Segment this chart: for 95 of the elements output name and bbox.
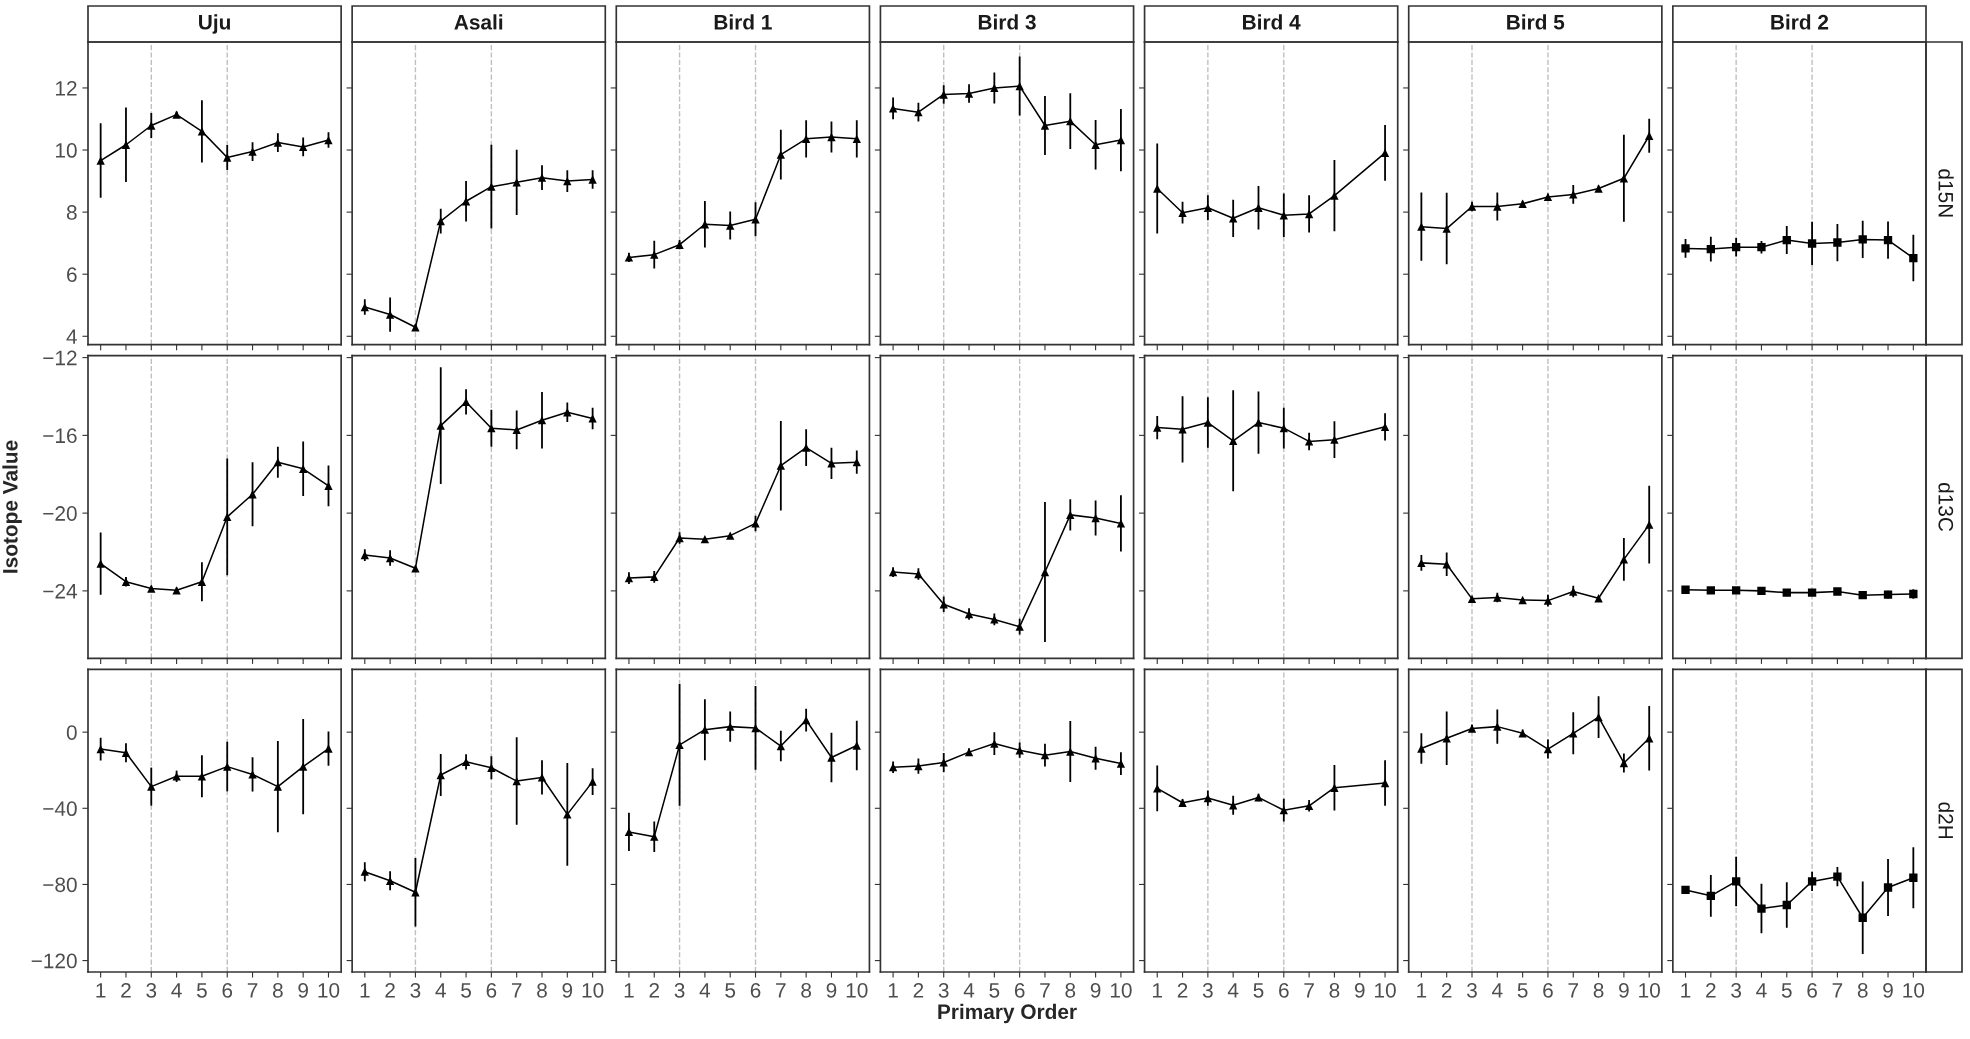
x-tick-label: 6 bbox=[1279, 982, 1289, 998]
x-tick-label: 1 bbox=[624, 983, 634, 998]
x-tick-label: 9 bbox=[562, 982, 573, 998]
x-tick-label: 3 bbox=[1467, 982, 1477, 998]
x-tick-label: 7 bbox=[247, 983, 258, 998]
chart-title: Bird 1 bbox=[714, 14, 772, 30]
x-tick-label: 2 bbox=[913, 982, 924, 998]
x-tick-label: 7 bbox=[1304, 983, 1314, 998]
x-tick-label: 4 bbox=[435, 983, 446, 998]
y2-axis-title: d15N bbox=[1938, 169, 1954, 217]
x-tick-label: 5 bbox=[461, 983, 471, 998]
x-tick-label: 7 bbox=[1832, 983, 1843, 998]
x-tick-label: 9 bbox=[1354, 982, 1365, 998]
chart-title: Bird 4 bbox=[1243, 14, 1301, 30]
chart-title: Bird 5 bbox=[1507, 14, 1565, 30]
y-tick-label: 12 bbox=[56, 80, 77, 96]
y-tick-label: 4 bbox=[66, 329, 77, 344]
x-tick-label: 7 bbox=[1040, 983, 1050, 998]
x-tick-label: 9 bbox=[826, 982, 837, 998]
x-tick-label: 5 bbox=[196, 983, 207, 998]
x-tick-label: 2 bbox=[1177, 982, 1188, 998]
x-tick-label: 4 bbox=[171, 983, 182, 998]
y-tick-label: 8 bbox=[66, 205, 77, 220]
y-tick-label: −120 bbox=[31, 953, 77, 969]
x-tick-label: 9 bbox=[1090, 982, 1101, 998]
x-tick-label: 10 bbox=[1110, 982, 1132, 998]
x-axis-title: Primary Order bbox=[938, 1003, 1077, 1024]
x-tick-label: 3 bbox=[1731, 982, 1742, 998]
chart-title: Asali bbox=[454, 14, 503, 30]
x-tick-label: 6 bbox=[1807, 982, 1817, 998]
x-tick-label: 8 bbox=[537, 982, 547, 998]
chart-title: Bird 2 bbox=[1771, 14, 1829, 30]
x-tick-label: 8 bbox=[801, 982, 812, 998]
x-tick-label: 4 bbox=[1756, 983, 1767, 998]
y-tick-label: 0 bbox=[66, 725, 77, 740]
x-tick-label: 5 bbox=[1517, 983, 1528, 998]
x-tick-label: 2 bbox=[385, 982, 395, 998]
x-tick-label: 6 bbox=[222, 982, 233, 998]
chart-title: Bird 3 bbox=[978, 14, 1036, 30]
x-tick-label: 10 bbox=[846, 982, 868, 998]
x-tick-label: 5 bbox=[989, 983, 1000, 998]
x-tick-label: 4 bbox=[699, 983, 711, 998]
y2-axis-title: d2H bbox=[1938, 802, 1954, 839]
y-tick-label: −24 bbox=[43, 583, 77, 599]
x-tick-label: 8 bbox=[272, 982, 283, 998]
y-tick-label: −40 bbox=[43, 801, 77, 817]
x-tick-label: 2 bbox=[649, 982, 659, 998]
x-tick-label: 3 bbox=[938, 982, 949, 998]
x-tick-label: 7 bbox=[1568, 983, 1578, 998]
x-tick-label: 6 bbox=[1543, 982, 1553, 998]
x-tick-label: 5 bbox=[1253, 983, 1264, 998]
x-tick-label: 7 bbox=[511, 983, 522, 998]
x-tick-label: 1 bbox=[360, 983, 370, 998]
x-tick-label: 5 bbox=[1781, 983, 1792, 998]
y2-axis-title: d13C bbox=[1938, 482, 1954, 532]
x-tick-label: 1 bbox=[1153, 983, 1163, 998]
x-tick-label: 1 bbox=[96, 983, 106, 998]
y-tick-label: −16 bbox=[43, 428, 77, 444]
x-tick-label: 4 bbox=[1227, 983, 1239, 998]
x-tick-label: 9 bbox=[1883, 982, 1893, 998]
x-tick-label: 7 bbox=[776, 983, 786, 998]
x-tick-label: 8 bbox=[1593, 982, 1604, 998]
y-tick-label: 10 bbox=[56, 143, 77, 158]
y-tick-label: −80 bbox=[43, 877, 77, 893]
x-tick-label: 8 bbox=[1329, 982, 1340, 998]
x-tick-label: 3 bbox=[674, 982, 685, 998]
x-tick-label: 1 bbox=[1681, 983, 1691, 998]
x-tick-label: 6 bbox=[486, 982, 497, 998]
x-tick-label: 9 bbox=[298, 982, 308, 998]
x-tick-label: 3 bbox=[1202, 982, 1213, 998]
chart-title: Uju bbox=[199, 14, 230, 34]
x-tick-label: 9 bbox=[1619, 982, 1629, 998]
x-tick-label: 2 bbox=[1441, 982, 1452, 998]
x-tick-label: 10 bbox=[318, 982, 340, 998]
x-tick-label: 8 bbox=[1857, 982, 1868, 998]
x-tick-label: 6 bbox=[1014, 982, 1025, 998]
x-tick-label: 4 bbox=[1492, 983, 1503, 998]
y-tick-label: −12 bbox=[43, 350, 77, 366]
y-tick-label: −20 bbox=[43, 506, 77, 521]
x-tick-label: 6 bbox=[750, 982, 761, 998]
x-tick-label: 8 bbox=[1065, 982, 1076, 998]
x-tick-label: 10 bbox=[582, 982, 604, 998]
y-tick-label: 6 bbox=[67, 267, 77, 282]
x-tick-label: 1 bbox=[1417, 983, 1427, 998]
y-axis-title: Isotope Value bbox=[2, 440, 22, 573]
x-tick-label: 3 bbox=[410, 982, 421, 998]
x-tick-label: 10 bbox=[1903, 982, 1925, 998]
x-tick-label: 2 bbox=[1706, 982, 1716, 998]
x-tick-label: 4 bbox=[963, 983, 975, 998]
x-tick-label: 10 bbox=[1639, 982, 1660, 998]
x-tick-label: 3 bbox=[146, 982, 157, 998]
x-tick-label: 5 bbox=[725, 983, 736, 998]
x-tick-label: 1 bbox=[888, 983, 898, 998]
x-tick-label: 2 bbox=[121, 982, 131, 998]
x-tick-label: 10 bbox=[1375, 982, 1396, 998]
